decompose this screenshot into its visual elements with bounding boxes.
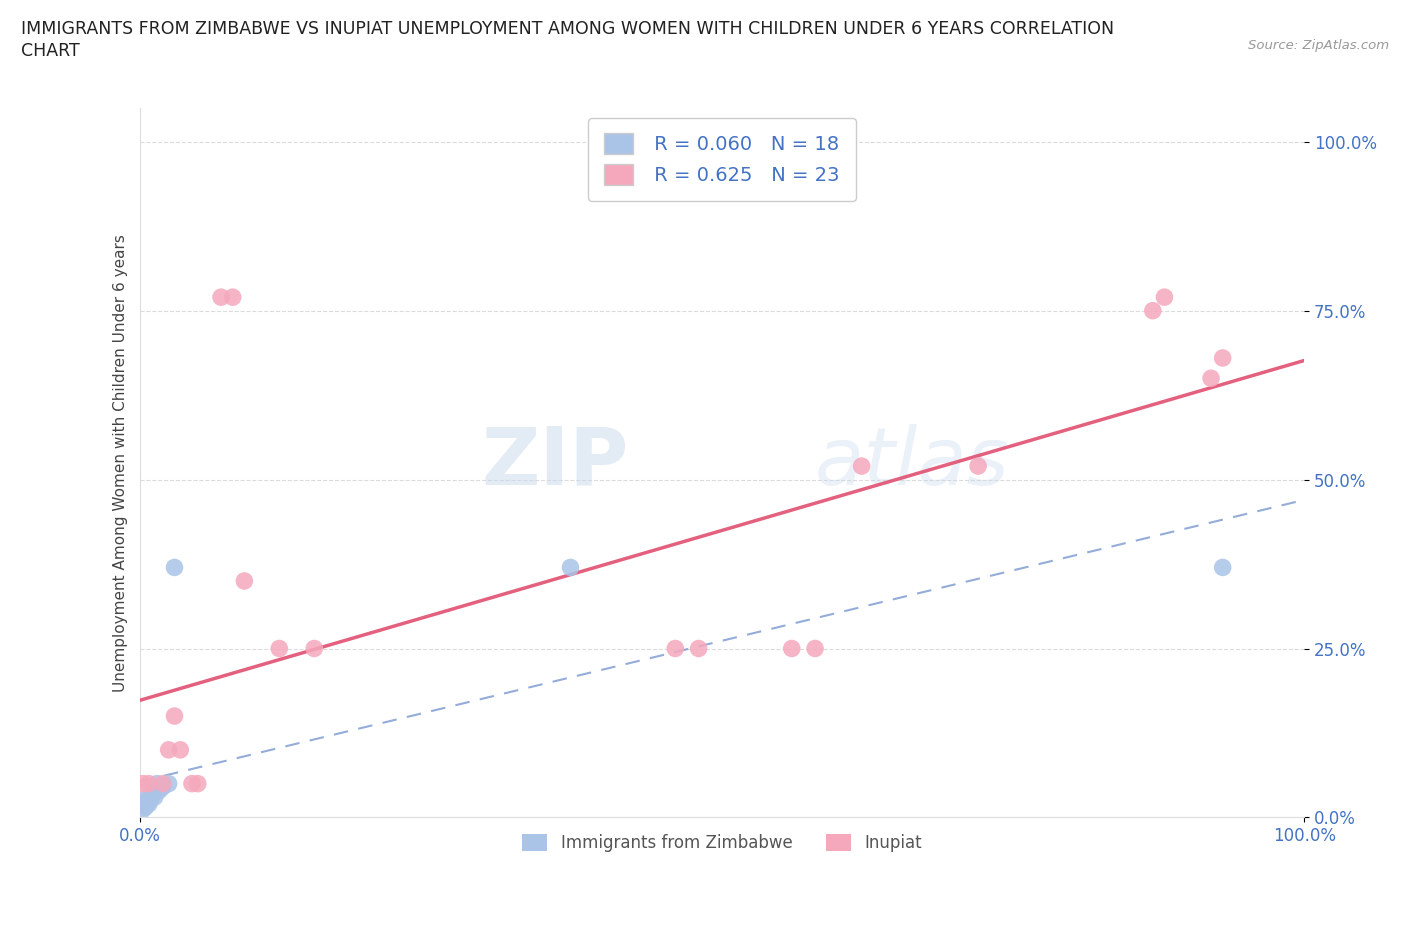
Point xyxy=(780,641,803,656)
Point xyxy=(209,290,232,305)
Point xyxy=(967,458,990,473)
Y-axis label: Unemployment Among Women with Children Under 6 years: Unemployment Among Women with Children U… xyxy=(114,233,128,692)
Point xyxy=(181,777,204,791)
Point xyxy=(163,560,186,575)
Point xyxy=(688,641,710,656)
Point xyxy=(152,777,174,791)
Point xyxy=(804,641,827,656)
Point xyxy=(132,777,155,791)
Point xyxy=(157,742,180,757)
Point xyxy=(169,742,191,757)
Point xyxy=(1212,351,1234,365)
Point xyxy=(135,793,157,808)
Point xyxy=(138,796,160,811)
Point xyxy=(664,641,686,656)
Point xyxy=(187,777,209,791)
Text: ZIP: ZIP xyxy=(481,424,628,501)
Legend: Immigrants from Zimbabwe, Inupiat: Immigrants from Zimbabwe, Inupiat xyxy=(516,827,928,858)
Point xyxy=(163,709,186,724)
Point xyxy=(1199,371,1222,386)
Point xyxy=(131,804,153,818)
Point xyxy=(139,793,162,808)
Text: Source: ZipAtlas.com: Source: ZipAtlas.com xyxy=(1249,39,1389,52)
Point xyxy=(157,777,180,791)
Point xyxy=(141,790,163,804)
Point xyxy=(148,783,170,798)
Point xyxy=(143,790,166,804)
Point xyxy=(146,777,169,791)
Point xyxy=(233,574,256,589)
Point xyxy=(152,779,174,794)
Point xyxy=(1153,290,1175,305)
Point xyxy=(851,458,873,473)
Point xyxy=(134,800,156,815)
Point xyxy=(1212,560,1234,575)
Point xyxy=(136,790,159,804)
Point xyxy=(142,783,165,798)
Point xyxy=(141,787,163,802)
Text: CHART: CHART xyxy=(21,42,80,60)
Text: atlas: atlas xyxy=(815,424,1010,501)
Text: IMMIGRANTS FROM ZIMBABWE VS INUPIAT UNEMPLOYMENT AMONG WOMEN WITH CHILDREN UNDER: IMMIGRANTS FROM ZIMBABWE VS INUPIAT UNEM… xyxy=(21,20,1114,38)
Point xyxy=(222,290,245,305)
Point xyxy=(302,641,325,656)
Point xyxy=(134,796,156,811)
Point xyxy=(138,777,160,791)
Point xyxy=(560,560,582,575)
Point xyxy=(269,641,291,656)
Point xyxy=(1142,303,1164,318)
